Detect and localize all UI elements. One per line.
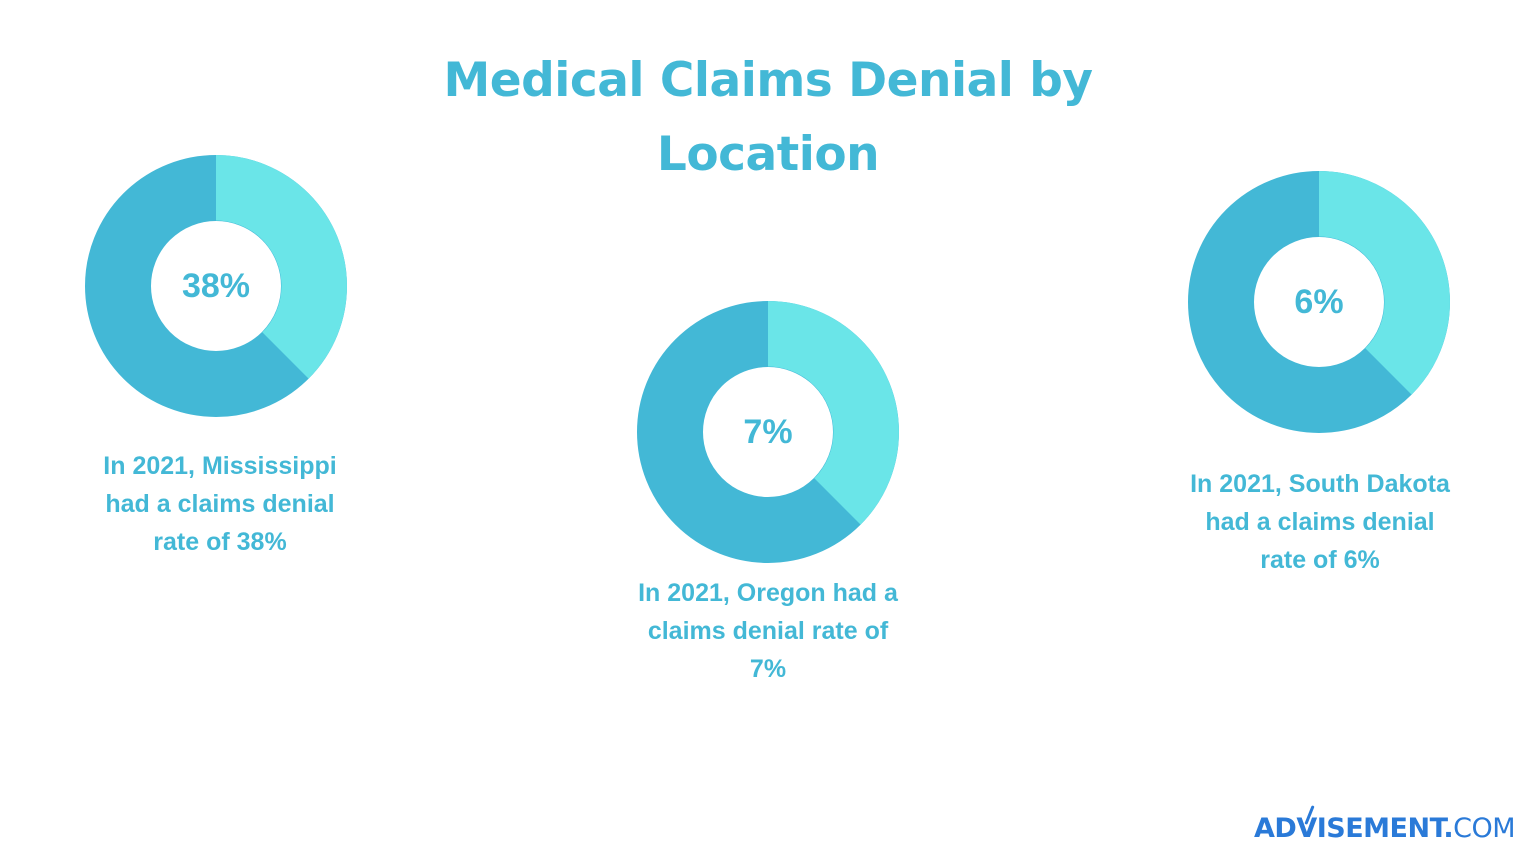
caption-line: 7% — [749, 655, 787, 683]
caption-mississippi: In 2021, Mississippi had a claims denial… — [60, 447, 380, 561]
donut-chart-south-dakota: 6% — [1188, 171, 1450, 433]
caption-oregon: In 2021, Oregon had a claims denial rate… — [600, 574, 936, 688]
donut-value: 6% — [1294, 282, 1344, 321]
highlight-arc — [1319, 171, 1450, 395]
highlight-arc — [216, 155, 347, 379]
caption-line: had a claims denial — [1205, 508, 1435, 536]
donut-chart-mississippi: 38% — [85, 155, 347, 417]
logo-text: ISEMENT. — [1316, 812, 1454, 844]
caption-south-dakota: In 2021, South Dakota had a claims denia… — [1150, 465, 1490, 579]
caption-line: rate of 6% — [1260, 546, 1380, 574]
caption-line: rate of 38% — [153, 528, 287, 556]
highlight-arc — [768, 301, 899, 525]
donut-ring — [637, 301, 899, 563]
caption-line: In 2021, South Dakota — [1190, 470, 1450, 498]
caption-line: had a claims denial — [105, 490, 335, 518]
caption-line: claims denial rate of — [647, 617, 889, 645]
advisement-logo: AD V ISEMENT. COM — [1254, 804, 1516, 848]
caption-line: In 2021, Mississippi — [103, 452, 337, 480]
donut-chart-oregon: 7% — [637, 301, 899, 563]
donut-ring — [85, 155, 347, 417]
donut-ring — [1188, 171, 1450, 433]
logo-text: AD — [1254, 812, 1297, 844]
page-title: Medical Claims Denial by Location — [0, 44, 1536, 192]
donut-value: 38% — [181, 266, 251, 305]
caption-line: In 2021, Oregon had a — [638, 579, 898, 607]
donut-value: 7% — [743, 412, 793, 451]
logo-text: COM — [1453, 812, 1516, 844]
logo-text: V — [1296, 812, 1317, 844]
logo-v-checkmark: V — [1296, 804, 1317, 844]
title-line-2: Location — [656, 127, 880, 182]
title-line-1: Medical Claims Denial by — [443, 53, 1093, 108]
